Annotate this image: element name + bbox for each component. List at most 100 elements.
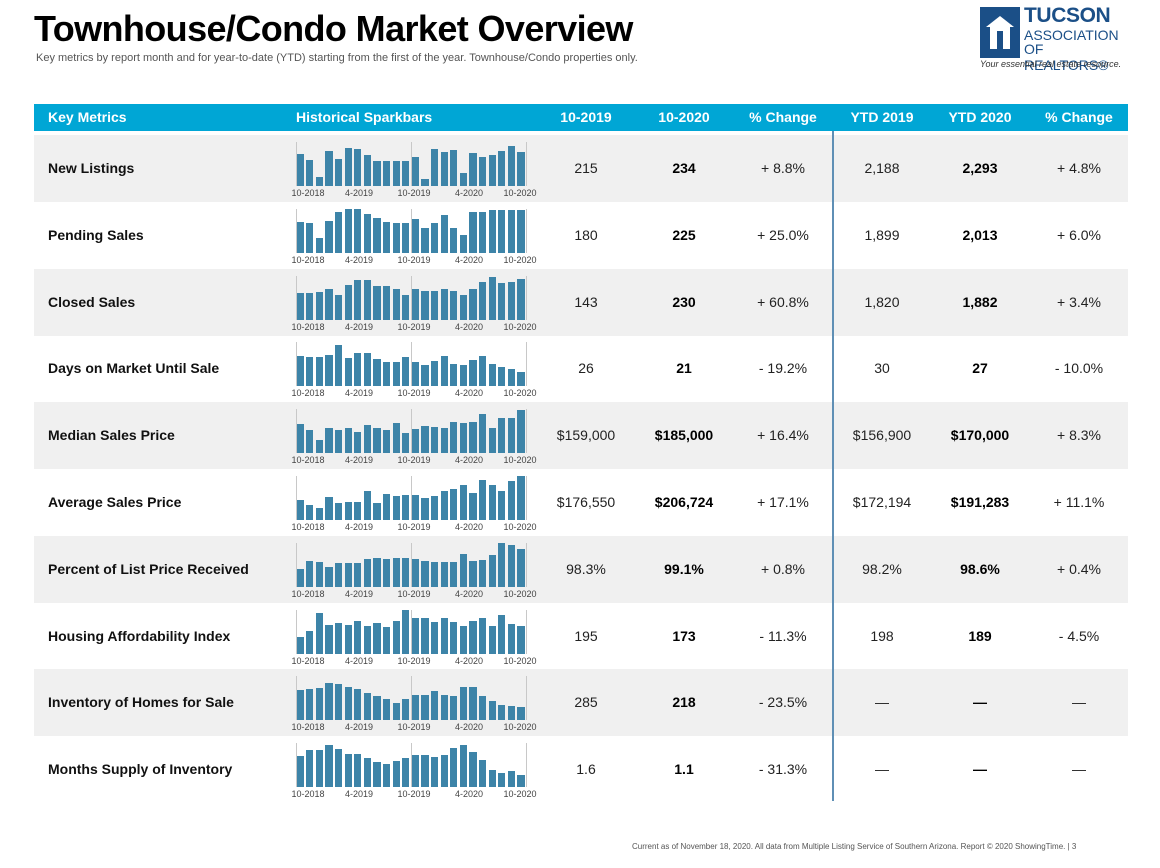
- spark-axis-label: 10-2019: [397, 455, 431, 466]
- cell-month-change: + 0.8%: [761, 560, 805, 577]
- cell-ytd-change: + 0.4%: [1057, 560, 1101, 577]
- sparkbar: [440, 214, 448, 253]
- sparkbar: [296, 637, 304, 654]
- sparkbar: [402, 609, 410, 654]
- sparkbar: [430, 223, 439, 253]
- sparkbar: [498, 491, 506, 520]
- sparkbar: [498, 418, 506, 454]
- cell-ytd-2019: —: [875, 761, 889, 778]
- cell-month-change: + 16.4%: [757, 427, 809, 444]
- spark-separator: [411, 609, 413, 654]
- sparkbar: [334, 430, 343, 454]
- cell-month-2019: $159,000: [556, 427, 616, 444]
- tucson-association-logo[interactable]: TUCSON ASSOCIATION OF REALTORS® Your ess…: [978, 4, 1128, 73]
- sparkbar: [315, 177, 324, 186]
- cell-ytd-2020: $191,283: [950, 494, 1010, 510]
- sparkbar: [507, 369, 516, 387]
- metric-name: New Listings: [48, 160, 135, 176]
- sparkbar: [469, 288, 477, 320]
- sparkbar: [421, 694, 429, 721]
- sparkbar: [411, 362, 420, 387]
- sparkbar: [459, 554, 468, 587]
- sparkbar: [450, 149, 458, 186]
- spark-separator: [526, 676, 528, 721]
- sparkbar: [459, 294, 468, 320]
- sparkbar: [421, 426, 429, 454]
- cell-month-change: - 31.3%: [758, 761, 808, 778]
- spark-separator: [296, 476, 297, 520]
- cell-ytd-change: + 8.3%: [1057, 427, 1101, 444]
- spark-axis-label: 10-2020: [503, 321, 537, 332]
- sparkbar: [354, 502, 362, 520]
- sparkbar: [411, 754, 420, 788]
- sparkbar: [315, 612, 324, 654]
- sparkbar: [344, 563, 352, 587]
- sparkbar: [507, 624, 516, 654]
- spark-axis-label: 4-2019: [344, 188, 374, 198]
- table-row: Months Supply of Inventory 10-2018 4-2019 1…: [34, 736, 1128, 803]
- sparkbar: [430, 622, 439, 654]
- sparkbar: [450, 696, 458, 721]
- sparkbar: [411, 694, 420, 721]
- sparkbar: [517, 409, 525, 454]
- sparkbar: [411, 288, 420, 320]
- sparkbar: [430, 291, 439, 320]
- sparkbar: [306, 688, 314, 721]
- sparkbar: [459, 365, 468, 387]
- spark-separator: [526, 743, 528, 788]
- spark-axis-label: 10-2020: [503, 455, 537, 466]
- sparkbar: [498, 542, 506, 587]
- spark-axis-label: 4-2019: [344, 388, 374, 399]
- sparkbar: [344, 502, 352, 520]
- sparkbar: [488, 700, 496, 721]
- sparkbar: [296, 569, 304, 587]
- spark-separator: [411, 676, 413, 721]
- sparkbar: [478, 560, 487, 587]
- cell-month-2020: $185,000: [654, 427, 714, 444]
- sparkbar: [354, 279, 362, 320]
- sparkbar: [421, 365, 429, 387]
- logo-line-1: TUCSON: [1024, 4, 1111, 27]
- sparkbar: [459, 172, 468, 186]
- cell-ytd-2020: 27: [972, 360, 988, 377]
- footer-note: Current as of November 18, 2020. All dat…: [632, 842, 1077, 851]
- cell-ytd-2020: —: [973, 694, 987, 711]
- spark-axis-label: 4-2019: [344, 321, 374, 332]
- sparkbar: [306, 223, 314, 253]
- sparkbar: [306, 631, 314, 654]
- cell-month-change: - 19.2%: [758, 360, 808, 377]
- metric-name: Percent of List Price Received: [48, 560, 249, 577]
- sparkbar: [344, 428, 352, 454]
- spark-axis-label: 10-2020: [503, 722, 537, 733]
- sparkbar: [450, 748, 458, 788]
- spark-separator: [526, 208, 528, 253]
- sparkbar: [382, 764, 391, 788]
- sparkbar: [363, 626, 372, 654]
- sparkbar: [373, 359, 381, 387]
- sparkbar: [411, 494, 420, 520]
- spark-axis-label: 10-2019: [397, 722, 431, 733]
- sparkbar: [430, 495, 439, 520]
- sparkbar: [325, 354, 333, 387]
- sparkbar: [450, 562, 458, 587]
- sparkbar: [392, 423, 400, 454]
- spark-axis-label: 4-2020: [454, 188, 484, 198]
- sparkbar: [315, 357, 324, 387]
- sparkbar: [306, 160, 314, 186]
- spark-axis-label: 10-2018: [291, 321, 325, 332]
- sparkbar: [334, 211, 343, 253]
- sparkbar: [440, 754, 448, 788]
- sparkbar: [430, 690, 439, 721]
- spark-axis-label: 4-2019: [344, 722, 374, 733]
- sparkbar: [440, 428, 448, 454]
- col-month-2020: 10-2020: [658, 109, 710, 125]
- sparkbar: [517, 278, 525, 320]
- sparkbar: [344, 358, 352, 387]
- sparkbar: [517, 626, 525, 654]
- sparkbar: [440, 356, 448, 387]
- spark-separator: [411, 476, 413, 520]
- sparkbar: [344, 753, 352, 788]
- spark-axis-label: 4-2020: [454, 789, 484, 800]
- sparkbar: [450, 291, 458, 320]
- sparkbar: [430, 361, 439, 387]
